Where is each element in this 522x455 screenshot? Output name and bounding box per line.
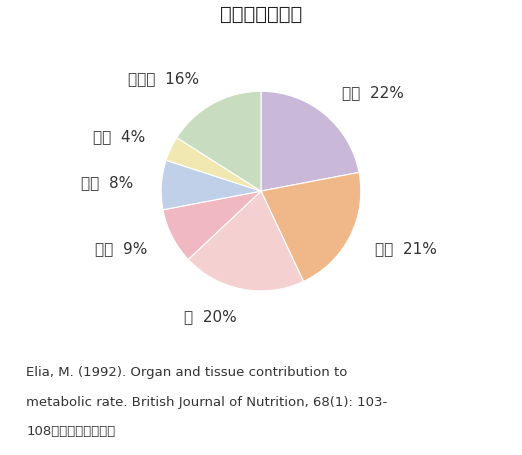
Text: Elia, M. (1992). Organ and tissue contribution to: Elia, M. (1992). Organ and tissue contri… bbox=[26, 366, 348, 379]
Wedge shape bbox=[261, 91, 359, 191]
Text: 108を元にグラフ編集: 108を元にグラフ編集 bbox=[26, 425, 115, 439]
Title: 基礎代謝の内訳: 基礎代謝の内訳 bbox=[220, 5, 302, 24]
Text: 心臓  9%: 心臓 9% bbox=[95, 242, 147, 257]
Text: 脳  20%: 脳 20% bbox=[184, 309, 237, 324]
Wedge shape bbox=[188, 191, 303, 291]
Wedge shape bbox=[161, 160, 261, 210]
Wedge shape bbox=[177, 91, 261, 191]
Wedge shape bbox=[166, 137, 261, 191]
Text: その他  16%: その他 16% bbox=[128, 71, 199, 86]
Text: metabolic rate. British Journal of Nutrition, 68(1): 103-: metabolic rate. British Journal of Nutri… bbox=[26, 396, 387, 409]
Text: 筋肉  22%: 筋肉 22% bbox=[342, 85, 405, 100]
Wedge shape bbox=[261, 172, 361, 281]
Wedge shape bbox=[163, 191, 261, 259]
Text: 脂肪  4%: 脂肪 4% bbox=[93, 129, 146, 144]
Text: 肝臓  21%: 肝臓 21% bbox=[375, 242, 437, 257]
Text: 腎臓  8%: 腎臓 8% bbox=[81, 176, 134, 191]
